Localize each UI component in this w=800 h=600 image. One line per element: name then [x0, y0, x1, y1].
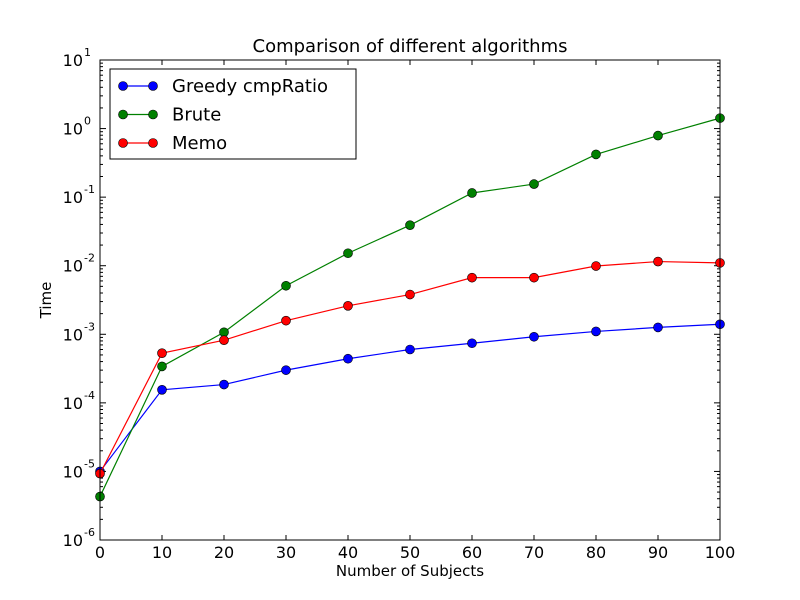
legend: Greedy cmpRatio Brute Memo: [109, 68, 357, 160]
data-point: [281, 365, 291, 375]
data-point: [281, 315, 291, 326]
data-point: [653, 256, 663, 267]
data-point: [529, 331, 539, 342]
y-tick-exponent: -1: [84, 183, 95, 196]
x-tick-label: 80: [586, 543, 606, 562]
data-point: [529, 272, 539, 283]
x-tick-label: 10: [152, 543, 172, 562]
data-point: [405, 289, 415, 300]
data-point: [653, 130, 663, 141]
x-tick-label: 20: [214, 543, 234, 562]
data-point: [653, 322, 663, 333]
y-tick-exponent: -6: [84, 526, 95, 539]
data-point: [467, 272, 477, 283]
y-tick-label: 10: [63, 120, 83, 139]
data-point: [405, 344, 415, 355]
axis-ticks: 0 10 20 30 40 50 60 70 80 90 10010-610-510-410-310…: [63, 46, 736, 562]
data-point: [467, 188, 477, 198]
y-tick-label: 10: [63, 51, 83, 70]
data-point: [405, 220, 415, 230]
legend-marker: [118, 109, 128, 120]
x-tick-label: 90: [648, 543, 668, 562]
data-point: [467, 338, 477, 349]
data-point: [157, 361, 167, 372]
series-0: [95, 319, 725, 477]
y-tick-label: 10: [63, 531, 83, 550]
y-tick-label: 10: [63, 257, 83, 276]
x-tick-label: 100: [705, 543, 736, 562]
chart-title: Comparison of different algorithms: [253, 36, 568, 57]
y-tick-exponent: 0: [84, 115, 91, 128]
y-tick-exponent: -5: [84, 457, 95, 470]
x-tick-label: 40: [338, 543, 358, 562]
data-point: [591, 261, 601, 271]
x-tick-label: 60: [462, 543, 482, 562]
legend-label: Memo: [172, 133, 227, 154]
data-point: [529, 179, 539, 189]
x-axis-label: Number of Subjects: [336, 562, 484, 580]
y-tick-label: 10: [63, 462, 83, 481]
y-tick-exponent: -4: [84, 389, 95, 402]
y-tick-label: 10: [63, 325, 83, 344]
data-point: [157, 348, 167, 358]
data-point: [281, 280, 291, 291]
series-2: [95, 256, 725, 479]
legend-label: Brute: [172, 105, 221, 126]
data-point: [591, 149, 601, 160]
data-point: [157, 385, 167, 395]
x-tick-label: 70: [524, 543, 544, 562]
data-point: [343, 353, 353, 364]
plot-frame: [99, 59, 721, 541]
x-tick-label: 30: [276, 543, 296, 562]
legend-label: Greedy cmpRatio: [172, 76, 328, 97]
x-tick-label: 50: [400, 543, 420, 562]
y-tick-exponent: -3: [84, 320, 95, 333]
x-tick-label: 0: [95, 543, 105, 562]
y-tick-label: 10: [63, 188, 83, 207]
legend-marker: [118, 138, 128, 148]
y-tick-label: 10: [63, 394, 83, 413]
data-point: [219, 379, 229, 390]
y-axis-label: Time: [37, 282, 55, 320]
legend-marker: [148, 109, 158, 120]
legend-marker: [118, 81, 128, 91]
data-point: [591, 326, 601, 337]
data-point: [343, 301, 353, 311]
legend-marker: [148, 81, 158, 91]
y-tick-exponent: -2: [84, 252, 95, 265]
data-point: [219, 335, 229, 345]
y-tick-exponent: 1: [84, 46, 91, 59]
data-point: [343, 248, 353, 259]
legend-marker: [148, 138, 158, 148]
